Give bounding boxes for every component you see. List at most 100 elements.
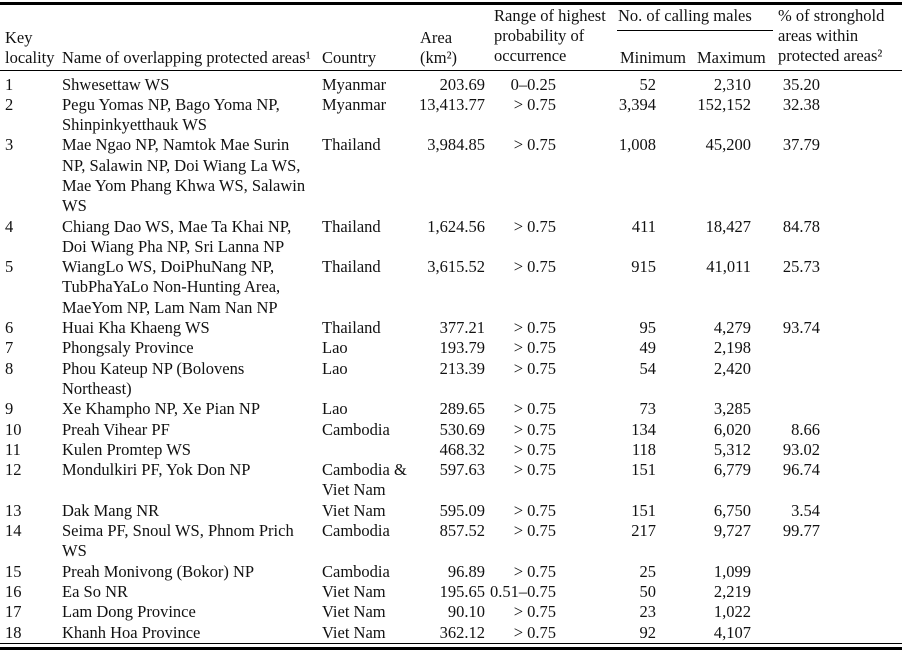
cell-calling-males-minimum: 95 xyxy=(639,318,657,338)
cell-calling-males-maximum: 2,198 xyxy=(713,338,751,358)
cell-country: Thailand xyxy=(322,257,381,277)
cell-protected-areas-name: Preah Monivong (Bokor) NP xyxy=(62,561,255,581)
cell-country: Myanmar xyxy=(322,94,387,114)
table-row: 10 Preah Vihear PF Cambodia 530.69 > 0.7… xyxy=(0,420,902,440)
cell-stronghold-percent: 25.73 xyxy=(782,257,820,277)
cell-area-km2: 289.65 xyxy=(439,399,485,419)
cell-key-locality: 15 xyxy=(5,561,22,581)
cell-key-locality: 11 xyxy=(5,439,21,459)
cell-probability-range: 0.51–0.75 xyxy=(490,581,556,601)
table-row: 3 Mae Ngao NP, Namtok Mae Surin NP, Sala… xyxy=(0,135,902,216)
cell-protected-areas-name: Kulen Promtep WS xyxy=(62,439,191,459)
table-row: 16 Ea So NR Viet Nam 195.65 0.51–0.75 50… xyxy=(0,582,902,602)
cell-calling-males-maximum: 3,285 xyxy=(713,399,751,419)
cell-probability-range: > 0.75 xyxy=(513,622,556,642)
cell-protected-areas-name: Seima PF, Snoul WS, Phnom Prich WS xyxy=(62,521,294,561)
cell-stronghold-percent xyxy=(775,602,902,622)
column-group-calling-males: No. of calling males Minimum Maximum xyxy=(617,5,775,70)
column-header-range-label: Range of highest probability of occurren… xyxy=(494,5,606,66)
cell-key-locality: 1 xyxy=(5,74,14,94)
cell-calling-males-maximum: 41,011 xyxy=(706,257,751,277)
column-header-country: Country xyxy=(322,5,417,70)
cell-probability-range: > 0.75 xyxy=(513,216,556,236)
cell-key-locality: 14 xyxy=(5,521,22,541)
cell-area-km2: 203.69 xyxy=(439,74,485,94)
cell-area-km2: 96.89 xyxy=(447,561,485,581)
cell-calling-males-maximum: 2,219 xyxy=(713,581,751,601)
cell-probability-range: > 0.75 xyxy=(513,460,556,480)
cell-calling-males-minimum: 1,008 xyxy=(618,135,656,155)
table-row: 12 Mondulkiri PF, Yok Don NP Cambodia & … xyxy=(0,460,902,501)
cell-stronghold-percent xyxy=(775,562,902,582)
cell-probability-range: > 0.75 xyxy=(513,399,556,419)
cell-calling-males-minimum: 54 xyxy=(639,358,657,378)
cell-stronghold-percent: 93.74 xyxy=(782,318,820,338)
cell-stronghold-percent: 84.78 xyxy=(782,216,820,236)
cell-probability-range: > 0.75 xyxy=(513,257,556,277)
table-bottom-thin-rule xyxy=(0,643,902,645)
cell-probability-range: > 0.75 xyxy=(513,521,556,541)
calling-males-group-title: No. of calling males xyxy=(617,6,773,31)
cell-calling-males-maximum: 1,099 xyxy=(713,561,751,581)
cell-area-km2: 213.39 xyxy=(439,358,485,378)
cell-area-km2: 597.63 xyxy=(439,460,485,480)
column-header-key-locality: Key locality xyxy=(0,5,62,70)
cell-calling-males-minimum: 151 xyxy=(631,500,656,520)
cell-area-km2: 1,624.56 xyxy=(427,216,485,236)
cell-probability-range: > 0.75 xyxy=(513,94,556,114)
cell-key-locality: 7 xyxy=(5,338,14,358)
cell-stronghold-percent: 99.77 xyxy=(782,521,820,541)
cell-protected-areas-name: Xe Khampho NP, Xe Pian NP xyxy=(62,399,260,419)
cell-country: Cambodia & Viet Nam xyxy=(322,460,407,500)
cell-calling-males-maximum: 45,200 xyxy=(705,135,751,155)
cell-area-km2: 13,413.77 xyxy=(419,94,485,114)
cell-country: Myanmar xyxy=(322,74,387,94)
cell-protected-areas-name: Mondulkiri PF, Yok Don NP xyxy=(62,460,251,480)
cell-probability-range: > 0.75 xyxy=(513,439,556,459)
cell-country: Cambodia xyxy=(322,521,390,541)
table-row: 5 WiangLo WS, DoiPhuNang NP, TubPhaYaLo … xyxy=(0,257,902,318)
cell-calling-males-minimum: 49 xyxy=(639,338,657,358)
cell-probability-range: > 0.75 xyxy=(513,135,556,155)
cell-country: Thailand xyxy=(322,216,381,236)
table-row: 1 Shwesettaw WS Myanmar 203.69 0–0.25 52… xyxy=(0,75,902,95)
cell-protected-areas-name: Khanh Hoa Province xyxy=(62,622,201,642)
cell-country: Viet Nam xyxy=(322,622,386,642)
table-row: 18 Khanh Hoa Province Viet Nam 362.12 > … xyxy=(0,623,902,643)
column-header-key-line1: Key xyxy=(5,27,33,47)
cell-calling-males-minimum: 118 xyxy=(631,439,656,459)
cell-calling-males-minimum: 3,394 xyxy=(618,94,656,114)
cell-area-km2: 377.21 xyxy=(439,318,485,338)
table-header-row: Key locality Name of overlapping protect… xyxy=(0,5,902,70)
cell-calling-males-minimum: 73 xyxy=(639,399,657,419)
cell-protected-areas-name: Huai Kha Khaeng WS xyxy=(62,318,210,338)
table-row: 4 Chiang Dao WS, Mae Ta Khai NP, Doi Wia… xyxy=(0,217,902,258)
cell-area-km2: 857.52 xyxy=(439,521,485,541)
cell-calling-males-minimum: 915 xyxy=(631,257,656,277)
table-row: 2 Pegu Yomas NP, Bago Yoma NP, Shinpinky… xyxy=(0,95,902,136)
cell-key-locality: 3 xyxy=(5,135,14,155)
cell-calling-males-maximum: 9,727 xyxy=(713,521,751,541)
cell-probability-range: > 0.75 xyxy=(513,358,556,378)
table-row: 9 Xe Khampho NP, Xe Pian NP Lao 289.65 >… xyxy=(0,399,902,419)
column-header-stronghold: % of stronghold areas within protected a… xyxy=(775,5,902,70)
cell-stronghold-percent: 8.66 xyxy=(791,419,820,439)
cell-protected-areas-name: Dak Mang NR xyxy=(62,500,160,520)
table-body: 1 Shwesettaw WS Myanmar 203.69 0–0.25 52… xyxy=(0,72,902,643)
cell-key-locality: 12 xyxy=(5,460,22,480)
cell-protected-areas-name: Lam Dong Province xyxy=(62,602,196,622)
cell-protected-areas-name: Chiang Dao WS, Mae Ta Khai NP, Doi Wiang… xyxy=(62,216,292,256)
cell-key-locality: 6 xyxy=(5,318,14,338)
cell-calling-males-maximum: 6,750 xyxy=(713,500,751,520)
cell-calling-males-minimum: 217 xyxy=(631,521,656,541)
cell-country: Thailand xyxy=(322,135,381,155)
cell-country: Viet Nam xyxy=(322,602,386,622)
table-row: 8 Phou Kateup NP (Bolovens Northeast) La… xyxy=(0,359,902,400)
table-row: 6 Huai Kha Khaeng WS Thailand 377.21 > 0… xyxy=(0,318,902,338)
cell-calling-males-maximum: 4,279 xyxy=(713,318,751,338)
cell-calling-males-minimum: 23 xyxy=(639,602,657,622)
cell-key-locality: 18 xyxy=(5,622,22,642)
cell-probability-range: > 0.75 xyxy=(513,318,556,338)
cell-stronghold-percent xyxy=(775,359,902,400)
cell-calling-males-maximum: 6,779 xyxy=(713,460,751,480)
